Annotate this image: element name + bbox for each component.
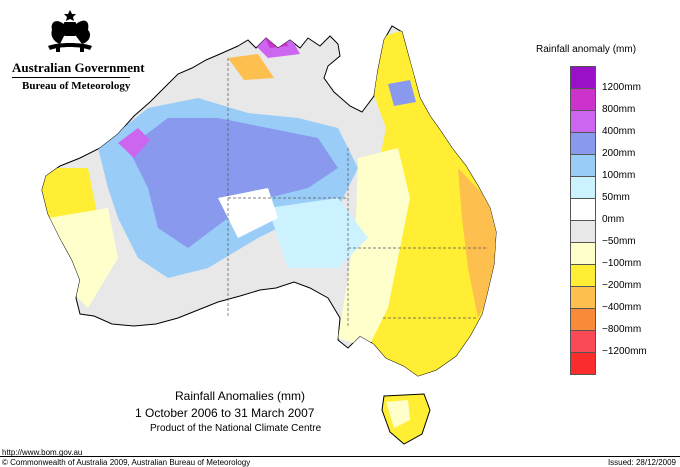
bureau-title: Bureau of Meteorology (22, 80, 131, 92)
legend-label: −200mm (602, 280, 642, 291)
wet-hotspot-west (118, 128, 150, 158)
legend-label: 400mm (602, 126, 636, 137)
legend-swatch (570, 220, 596, 243)
south-light-wet (268, 198, 368, 268)
east-coast-orange (458, 168, 496, 318)
legend-swatch (570, 66, 596, 89)
legend-label: 1200mm (602, 82, 641, 93)
header-divider (12, 77, 130, 78)
legend-swatch (570, 110, 596, 133)
legend-label: 0mm (602, 214, 625, 225)
legend-swatch (570, 176, 596, 199)
rainfall-anomaly-map (41, 25, 497, 445)
website-link[interactable]: http://www.bom.gov.au (2, 448, 83, 457)
legend-swatch (570, 330, 596, 353)
copyright-notice: © Commonwealth of Australia 2009, Austra… (2, 458, 251, 467)
map-product-note: Product of the National Climate Centre (150, 423, 322, 434)
central-wet-core (128, 118, 338, 248)
legend-swatch (570, 154, 596, 177)
legend-label: 100mm (602, 170, 636, 181)
map-title: Rainfall Anomalies (mm) (175, 389, 306, 403)
legend-swatch (570, 308, 596, 331)
legend-swatch (570, 242, 596, 265)
legend-swatch (570, 264, 596, 287)
legend-label: −100mm (602, 258, 642, 269)
tasmania-light-dry (386, 400, 410, 428)
legend-label: 200mm (602, 148, 636, 159)
footer-divider (0, 456, 680, 457)
legend-label: −400mm (602, 302, 642, 313)
legend-label: −50mm (602, 236, 636, 247)
legend-title: Rainfall anomaly (mm) (536, 44, 637, 55)
legend-label: 50mm (602, 192, 630, 203)
legend-swatch (570, 198, 596, 221)
issued-date: Issued: 28/12/2009 (607, 458, 676, 467)
legend-swatch (570, 286, 596, 309)
legend-label: −800mm (602, 324, 642, 335)
coat-of-arms-icon (48, 10, 92, 52)
map-period: 1 October 2006 to 31 March 2007 (135, 406, 315, 420)
west-light-dry (48, 208, 118, 308)
interior-white-band (218, 188, 278, 238)
legend-swatch (570, 352, 596, 375)
top-end-dry-patch (228, 54, 274, 80)
legend-label: 800mm (602, 104, 636, 115)
legend-label: −1200mm (602, 346, 647, 357)
state-borders (227, 58, 488, 328)
government-title: Australian Government (12, 60, 145, 75)
legend-swatch (570, 88, 596, 111)
legend-swatch (570, 132, 596, 155)
qld-wet-patch (388, 80, 416, 106)
